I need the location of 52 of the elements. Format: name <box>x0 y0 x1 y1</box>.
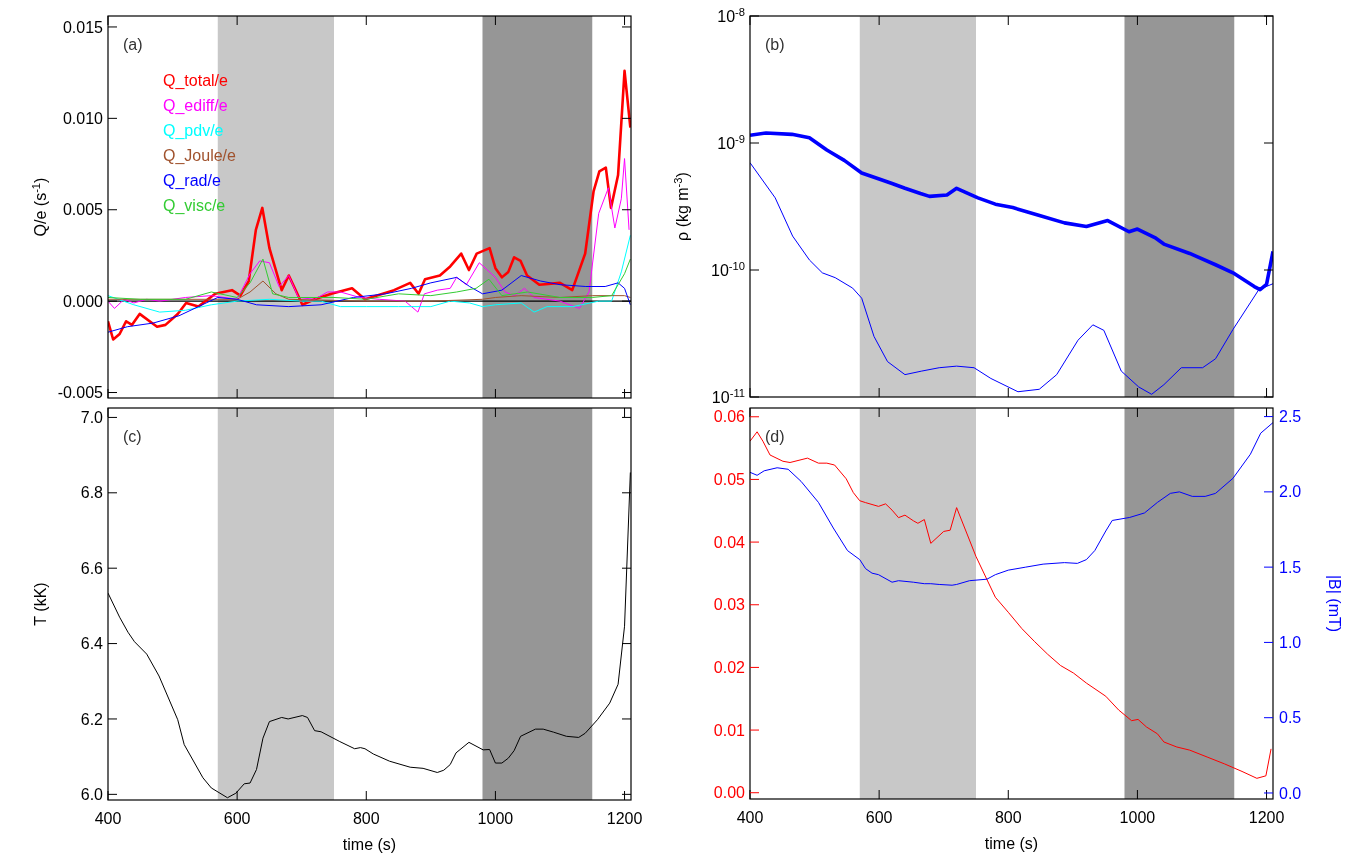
y-tick-label: 6.4 <box>80 635 104 653</box>
y2-tick-label: 0.5 <box>1279 709 1302 727</box>
x-tick-label: 1000 <box>1119 809 1156 826</box>
annotation: (b) <box>765 36 785 53</box>
y-tick-label: 6.8 <box>80 484 104 502</box>
x-tick-label: 1200 <box>606 810 643 827</box>
y-tick-label: 10$^{-8}$ <box>717 5 745 25</box>
y-tick-label: 0.02 <box>713 659 746 677</box>
y-tick-label: 6.2 <box>80 710 104 728</box>
y-tick-label: 7.0 <box>80 409 104 427</box>
y-tick-label: 0.015 <box>62 18 104 36</box>
y2-tick-label: 0.0 <box>1279 784 1302 802</box>
y-tick-label: 10$^{-10}$ <box>711 259 745 279</box>
y-tick-label: 0.03 <box>713 596 746 614</box>
x-tick-label: 1000 <box>477 810 514 827</box>
y-tick-label: 6.0 <box>80 785 104 803</box>
x-tick-label: 600 <box>865 809 893 826</box>
text: Q_ediff/e <box>163 97 228 115</box>
text: Q_pdv/e <box>163 122 224 140</box>
y-tick-label: 0.00 <box>713 784 746 802</box>
y2-tick-label: 2.0 <box>1279 483 1302 501</box>
y2-tick-label: 1.5 <box>1279 558 1302 576</box>
y-tick-label: 6.6 <box>80 559 104 577</box>
y-axis-title: T (kK) <box>32 582 49 626</box>
y-tick-label: 10$^{-9}$ <box>717 132 745 152</box>
annotation: (a) <box>123 36 143 53</box>
y-tick-label: 0.000 <box>62 292 104 310</box>
y-tick-label: 0.06 <box>713 408 746 426</box>
y2-tick-label: 1.0 <box>1279 634 1302 652</box>
x-tick-label: 400 <box>94 810 122 827</box>
y2-axis-title: |B| (mT) <box>1326 574 1343 633</box>
text: Q_total/e <box>163 72 229 90</box>
x-tick-label: 600 <box>223 810 251 827</box>
x-axis-title: time (s) <box>984 835 1039 852</box>
y-tick-label: 0.04 <box>713 533 746 551</box>
annotation: (c) <box>123 428 142 445</box>
y-tick-label: 0.005 <box>62 201 104 219</box>
x-tick-label: 800 <box>352 810 380 827</box>
y-tick-label: 0.010 <box>62 109 104 127</box>
text: Q_Joule/e <box>163 147 237 165</box>
y-tick-label: 0.05 <box>713 471 746 489</box>
y-tick-label: 10$^{-11}$ <box>711 386 745 406</box>
annotation: (d) <box>765 428 785 445</box>
x-tick-label: 1200 <box>1248 809 1285 826</box>
x-tick-label: 400 <box>736 809 764 826</box>
y-tick-label: 0.01 <box>713 721 746 739</box>
text: Q_visc/e <box>163 197 226 215</box>
text: Q_rad/e <box>163 172 221 190</box>
x-tick-label: 800 <box>994 809 1022 826</box>
y-tick-label: -0.005 <box>57 384 104 402</box>
x-axis-title: time (s) <box>342 836 397 853</box>
y2-tick-label: 2.5 <box>1279 408 1302 426</box>
